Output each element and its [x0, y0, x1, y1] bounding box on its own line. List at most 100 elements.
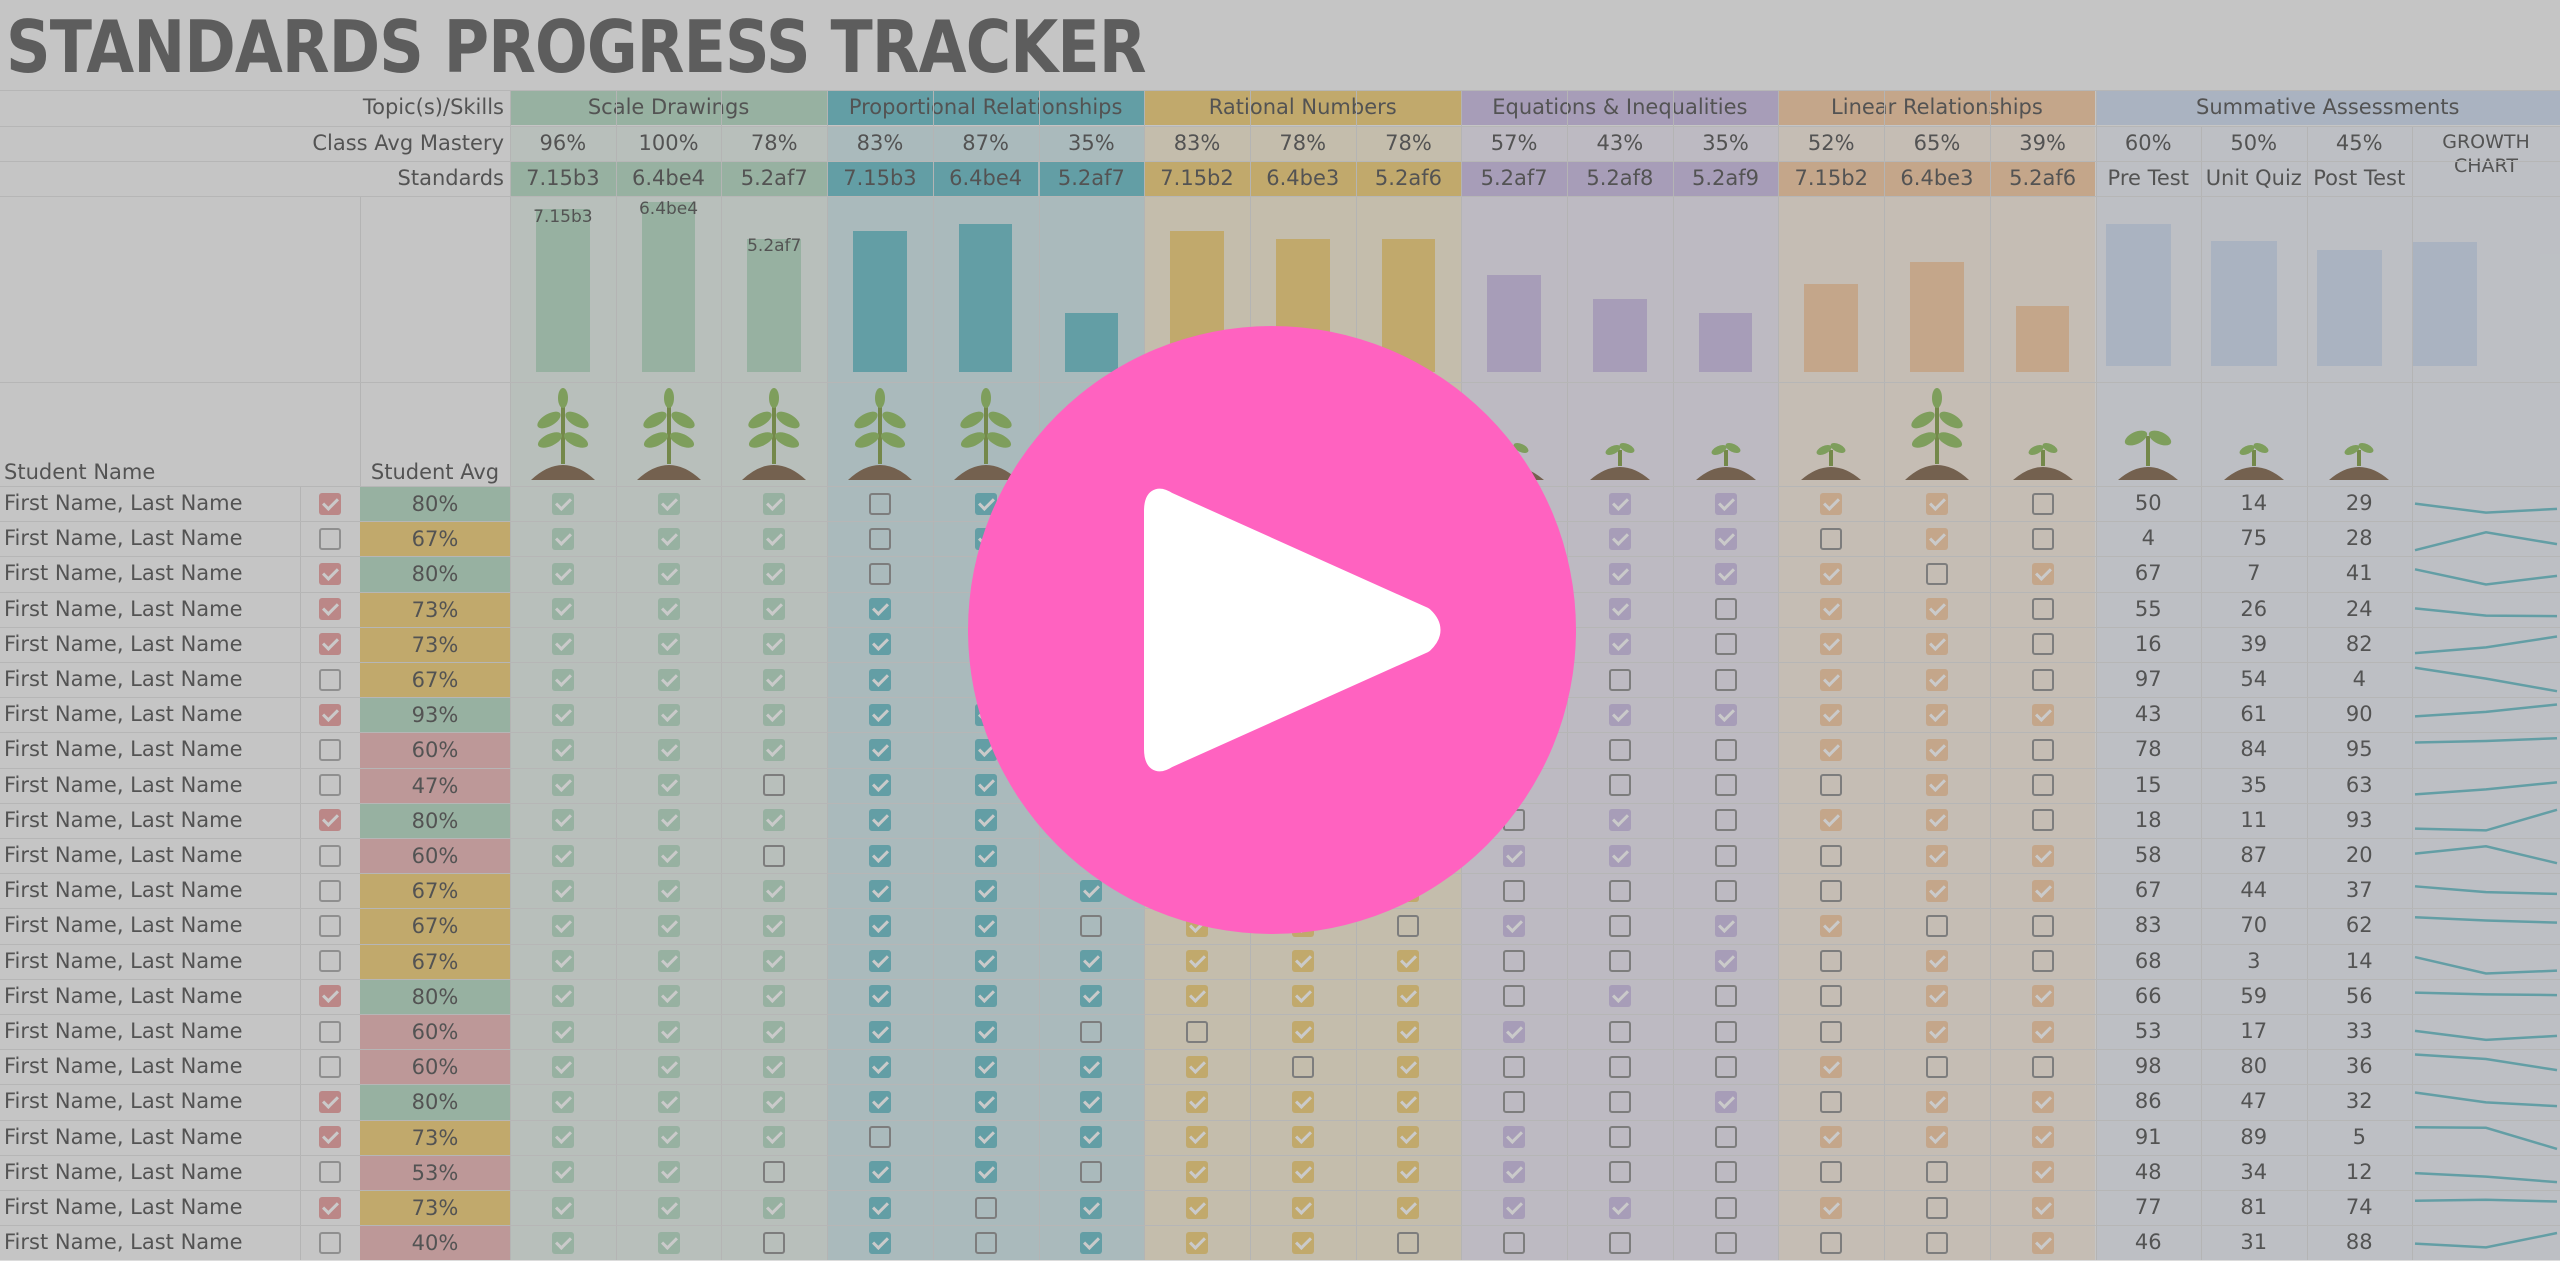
- mastery-checkbox[interactable]: [1926, 1197, 1948, 1219]
- mastery-checkbox[interactable]: [1080, 1197, 1102, 1219]
- mastery-checkbox[interactable]: [1715, 880, 1737, 902]
- mastery-checkbox[interactable]: [1715, 493, 1737, 515]
- mastery-checkbox[interactable]: [1609, 1197, 1631, 1219]
- mastery-checkbox[interactable]: [1820, 493, 1842, 515]
- mastery-checkbox[interactable]: [1397, 1091, 1419, 1113]
- mastery-checkbox[interactable]: [1926, 563, 1948, 585]
- mastery-checkbox[interactable]: [552, 950, 574, 972]
- mastery-checkbox[interactable]: [869, 1021, 891, 1043]
- mastery-checkbox[interactable]: [869, 739, 891, 761]
- student-flag-checkbox[interactable]: [319, 809, 341, 831]
- mastery-checkbox[interactable]: [1926, 493, 1948, 515]
- mastery-checkbox[interactable]: [1609, 880, 1631, 902]
- mastery-checkbox[interactable]: [658, 563, 680, 585]
- mastery-checkbox[interactable]: [1926, 1091, 1948, 1113]
- mastery-checkbox[interactable]: [1503, 1126, 1525, 1148]
- mastery-checkbox[interactable]: [763, 950, 785, 972]
- mastery-checkbox[interactable]: [869, 598, 891, 620]
- mastery-checkbox[interactable]: [1715, 528, 1737, 550]
- mastery-checkbox[interactable]: [1926, 845, 1948, 867]
- mastery-checkbox[interactable]: [1080, 985, 1102, 1007]
- mastery-checkbox[interactable]: [1715, 985, 1737, 1007]
- mastery-checkbox[interactable]: [2032, 739, 2054, 761]
- mastery-checkbox[interactable]: [763, 1056, 785, 1078]
- mastery-checkbox[interactable]: [658, 1091, 680, 1113]
- mastery-checkbox[interactable]: [975, 1091, 997, 1113]
- mastery-checkbox[interactable]: [1926, 704, 1948, 726]
- mastery-checkbox[interactable]: [552, 633, 574, 655]
- mastery-checkbox[interactable]: [1715, 1021, 1737, 1043]
- mastery-checkbox[interactable]: [1503, 1021, 1525, 1043]
- mastery-checkbox[interactable]: [552, 1161, 574, 1183]
- mastery-checkbox[interactable]: [2032, 633, 2054, 655]
- mastery-checkbox[interactable]: [975, 950, 997, 972]
- mastery-checkbox[interactable]: [1926, 1056, 1948, 1078]
- mastery-checkbox[interactable]: [1715, 633, 1737, 655]
- mastery-checkbox[interactable]: [1503, 985, 1525, 1007]
- mastery-checkbox[interactable]: [869, 950, 891, 972]
- mastery-checkbox[interactable]: [552, 598, 574, 620]
- mastery-checkbox[interactable]: [2032, 1091, 2054, 1113]
- mastery-checkbox[interactable]: [2032, 1126, 2054, 1148]
- mastery-checkbox[interactable]: [1820, 633, 1842, 655]
- mastery-checkbox[interactable]: [1292, 1056, 1314, 1078]
- mastery-checkbox[interactable]: [1926, 1232, 1948, 1254]
- student-flag-checkbox[interactable]: [319, 1197, 341, 1219]
- mastery-checkbox[interactable]: [2032, 985, 2054, 1007]
- mastery-checkbox[interactable]: [869, 669, 891, 691]
- mastery-checkbox[interactable]: [2032, 1056, 2054, 1078]
- mastery-checkbox[interactable]: [1503, 1056, 1525, 1078]
- mastery-checkbox[interactable]: [552, 1126, 574, 1148]
- mastery-checkbox[interactable]: [552, 563, 574, 585]
- mastery-checkbox[interactable]: [2032, 493, 2054, 515]
- mastery-checkbox[interactable]: [1080, 1091, 1102, 1113]
- mastery-checkbox[interactable]: [1609, 845, 1631, 867]
- mastery-checkbox[interactable]: [1820, 739, 1842, 761]
- mastery-checkbox[interactable]: [869, 915, 891, 937]
- mastery-checkbox[interactable]: [2032, 528, 2054, 550]
- student-flag-checkbox[interactable]: [319, 950, 341, 972]
- mastery-checkbox[interactable]: [2032, 563, 2054, 585]
- mastery-checkbox[interactable]: [2032, 598, 2054, 620]
- mastery-checkbox[interactable]: [1820, 915, 1842, 937]
- mastery-checkbox[interactable]: [1609, 1021, 1631, 1043]
- student-flag-checkbox[interactable]: [319, 1232, 341, 1254]
- mastery-checkbox[interactable]: [552, 528, 574, 550]
- mastery-checkbox[interactable]: [1397, 1021, 1419, 1043]
- mastery-checkbox[interactable]: [1080, 1161, 1102, 1183]
- mastery-checkbox[interactable]: [1926, 985, 1948, 1007]
- mastery-checkbox[interactable]: [658, 1197, 680, 1219]
- mastery-checkbox[interactable]: [1609, 915, 1631, 937]
- student-flag-checkbox[interactable]: [319, 1056, 341, 1078]
- mastery-checkbox[interactable]: [975, 1126, 997, 1148]
- mastery-checkbox[interactable]: [1292, 1161, 1314, 1183]
- mastery-checkbox[interactable]: [658, 950, 680, 972]
- mastery-checkbox[interactable]: [658, 1021, 680, 1043]
- student-flag-checkbox[interactable]: [319, 563, 341, 585]
- mastery-checkbox[interactable]: [1609, 985, 1631, 1007]
- mastery-checkbox[interactable]: [658, 1232, 680, 1254]
- mastery-checkbox[interactable]: [1820, 563, 1842, 585]
- mastery-checkbox[interactable]: [1715, 1232, 1737, 1254]
- mastery-checkbox[interactable]: [763, 1197, 785, 1219]
- mastery-checkbox[interactable]: [1926, 528, 1948, 550]
- mastery-checkbox[interactable]: [2032, 1232, 2054, 1254]
- mastery-checkbox[interactable]: [1609, 1126, 1631, 1148]
- mastery-checkbox[interactable]: [658, 704, 680, 726]
- mastery-checkbox[interactable]: [1820, 1126, 1842, 1148]
- mastery-checkbox[interactable]: [658, 598, 680, 620]
- mastery-checkbox[interactable]: [763, 528, 785, 550]
- mastery-checkbox[interactable]: [2032, 1161, 2054, 1183]
- mastery-checkbox[interactable]: [1820, 845, 1842, 867]
- mastery-checkbox[interactable]: [975, 1197, 997, 1219]
- student-flag-checkbox[interactable]: [319, 845, 341, 867]
- mastery-checkbox[interactable]: [1820, 880, 1842, 902]
- student-flag-checkbox[interactable]: [319, 669, 341, 691]
- mastery-checkbox[interactable]: [869, 1056, 891, 1078]
- mastery-checkbox[interactable]: [1292, 1091, 1314, 1113]
- mastery-checkbox[interactable]: [658, 1126, 680, 1148]
- mastery-checkbox[interactable]: [1715, 845, 1737, 867]
- mastery-checkbox[interactable]: [1609, 528, 1631, 550]
- mastery-checkbox[interactable]: [763, 598, 785, 620]
- mastery-checkbox[interactable]: [658, 669, 680, 691]
